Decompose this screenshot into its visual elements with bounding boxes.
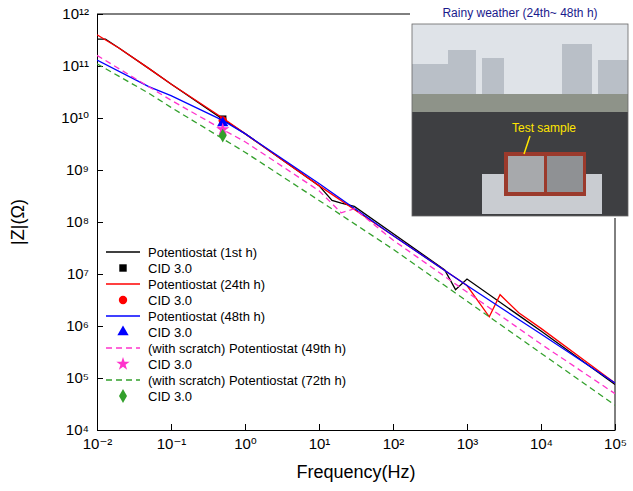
legend-label: (with scratch) Potentiostat (72th h) xyxy=(148,373,346,388)
y-tick-label: 10⁸ xyxy=(66,213,89,230)
inset-background xyxy=(410,2,630,218)
inset-sample-panel xyxy=(547,156,583,192)
inset-label: Test sample xyxy=(512,121,576,135)
inset-ground xyxy=(412,112,628,216)
legend-label: Potentiostat (48th h) xyxy=(148,309,265,324)
y-tick: 10⁸ xyxy=(66,213,103,230)
x-tick: 10³ xyxy=(457,424,479,452)
x-axis-line xyxy=(98,430,616,431)
y-tick-mark xyxy=(97,378,103,379)
legend-swatch xyxy=(116,357,129,370)
x-tick-label: 10³ xyxy=(457,435,479,452)
legend-swatch xyxy=(106,379,140,380)
series-marker xyxy=(219,129,227,143)
y-tick: 10¹² xyxy=(62,5,103,22)
x-tick-label: 10² xyxy=(383,435,405,452)
y-tick-mark xyxy=(97,430,103,431)
y-tick-label: 10¹² xyxy=(62,5,89,22)
chart: 10⁻²10⁻¹10⁰10¹10²10³10⁴10⁵10⁴10⁵10⁶10⁷10… xyxy=(0,0,633,491)
x-tick: 10⁵ xyxy=(604,424,627,452)
y-tick-mark xyxy=(97,274,103,275)
x-tick-mark xyxy=(541,424,542,430)
x-tick-label: 10⁻¹ xyxy=(157,435,187,452)
y-tick-mark xyxy=(97,222,103,223)
y-tick-mark xyxy=(97,326,103,327)
inset-sample-panel xyxy=(508,156,544,192)
y-tick-label: 10¹¹ xyxy=(62,57,89,74)
legend-label: Potentiostat (1st h) xyxy=(148,245,257,260)
inset-wall xyxy=(412,94,628,112)
x-tick-mark xyxy=(467,424,468,430)
inset-building xyxy=(448,50,476,94)
x-tick-label: 10⁰ xyxy=(234,435,257,452)
inset-arrow xyxy=(524,136,530,154)
inset-building xyxy=(598,60,628,94)
legend-swatch xyxy=(119,264,126,271)
y-tick: 10⁷ xyxy=(67,265,103,282)
x-tick-mark xyxy=(393,424,394,430)
y-tick-label: 10⁶ xyxy=(66,317,89,334)
legend-label: Potentiostat (24th h) xyxy=(148,277,265,292)
inset-building xyxy=(412,64,452,94)
legend-label: (with scratch) Potentiostat (49th h) xyxy=(148,341,346,356)
legend: Potentiostat (1st h)CID 3.0Potentiostat … xyxy=(106,245,346,404)
x-tick-label: 10⁵ xyxy=(604,435,627,452)
y-tick-label: 10⁴ xyxy=(66,421,89,438)
inset-building xyxy=(482,58,504,94)
inset-title: Rainy weather (24th~ 48th h) xyxy=(442,6,597,20)
y-tick: 10⁹ xyxy=(66,161,103,178)
y-tick-mark xyxy=(97,170,103,171)
inset-sky xyxy=(412,24,628,94)
legend-swatch xyxy=(106,315,140,316)
y-axis-title: |Z|(Ω) xyxy=(8,199,28,245)
x-axis-title: Frequency(Hz) xyxy=(296,462,415,482)
legend-swatch xyxy=(106,347,140,348)
x-tick-mark xyxy=(615,424,616,430)
y-tick-label: 10⁷ xyxy=(67,265,89,282)
x-tick-mark xyxy=(245,424,246,430)
inset-sample-holder xyxy=(504,152,586,196)
y-tick-mark xyxy=(97,14,103,15)
y-tick: 10¹¹ xyxy=(62,57,103,74)
x-axis: 10⁻²10⁻¹10⁰10¹10²10³10⁴10⁵ xyxy=(83,424,627,452)
y-tick: 10¹⁰ xyxy=(61,109,103,126)
legend-label: CID 3.0 xyxy=(148,261,192,276)
y-tick-label: 10¹⁰ xyxy=(61,109,89,126)
y-tick: 10⁵ xyxy=(66,369,103,386)
inset-photo: Rainy weather (24th~ 48th h) Test sample xyxy=(410,2,630,218)
y-tick: 10⁴ xyxy=(66,421,103,438)
x-tick-label: 10⁴ xyxy=(530,435,553,452)
x-tick-label: 10¹ xyxy=(309,435,331,452)
legend-label: CID 3.0 xyxy=(148,389,192,404)
y-tick-mark xyxy=(97,118,103,119)
legend-swatch xyxy=(119,389,127,403)
y-axis: 10⁴ 10⁵ 10⁶ 10⁷ 10⁸ 10⁹ 10¹⁰ 10¹¹ 10¹² xyxy=(61,5,103,438)
inset-building xyxy=(562,44,592,94)
legend-label: CID 3.0 xyxy=(148,357,192,372)
x-tick-mark xyxy=(171,424,172,430)
x-tick: 10⁻¹ xyxy=(157,424,187,452)
legend-label: CID 3.0 xyxy=(148,293,192,308)
x-tick: 10¹ xyxy=(309,424,331,452)
y-tick-label: 10⁹ xyxy=(66,161,89,178)
y-tick-label: 10⁵ xyxy=(66,369,89,386)
x-tick: 10² xyxy=(383,424,405,452)
inset-border xyxy=(412,24,628,216)
legend-label: CID 3.0 xyxy=(148,325,192,340)
legend-swatch xyxy=(119,296,127,304)
legend-swatch xyxy=(106,251,140,252)
y-tick: 10⁶ xyxy=(66,317,103,334)
x-tick: 10⁰ xyxy=(234,424,257,452)
x-tick: 10⁴ xyxy=(530,424,553,452)
x-tick-mark xyxy=(319,424,320,430)
legend-swatch xyxy=(106,283,140,284)
legend-swatch xyxy=(117,325,128,335)
